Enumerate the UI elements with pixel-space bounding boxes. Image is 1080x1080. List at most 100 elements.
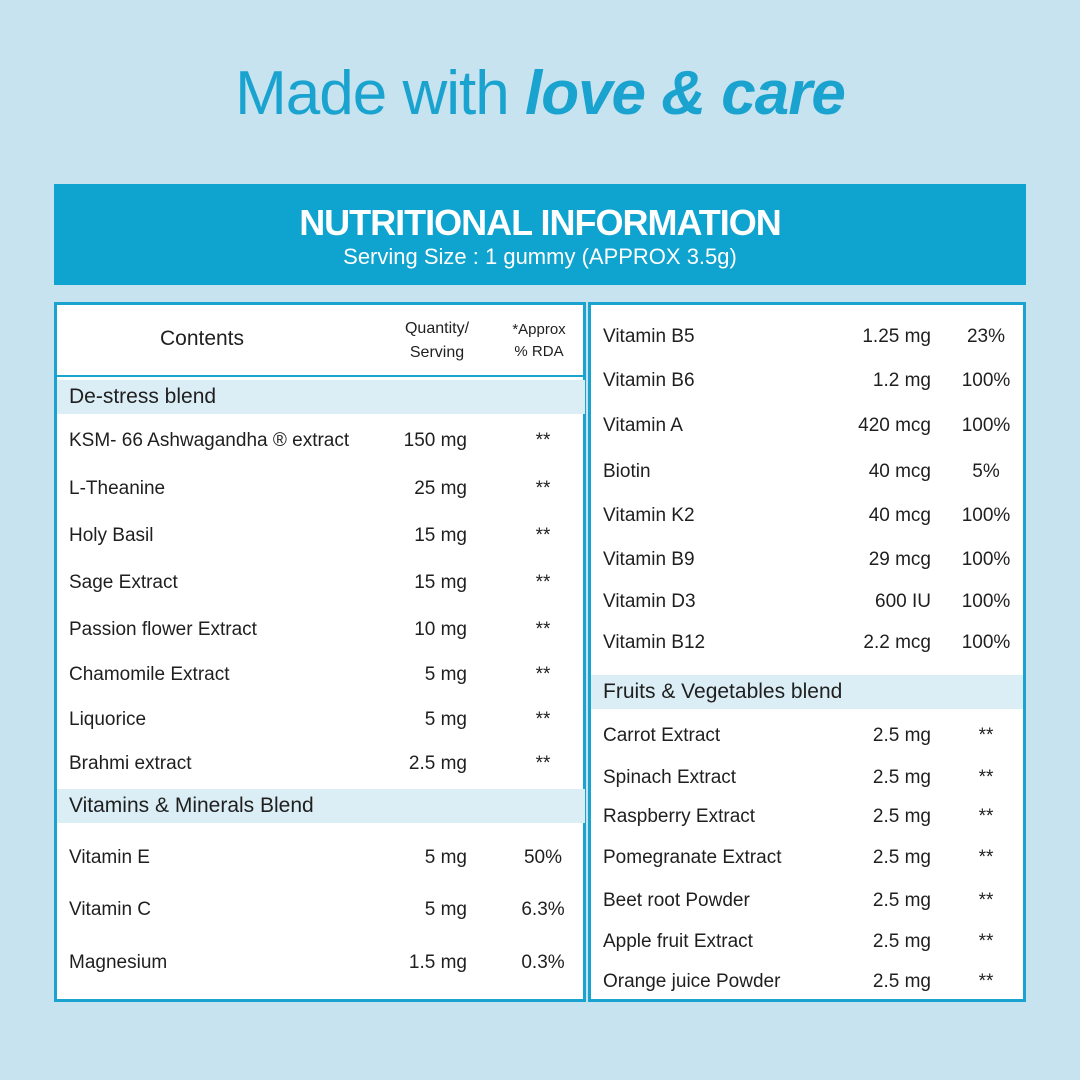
row-rda: ** xyxy=(978,767,994,788)
row-quantity: 2.5 mg xyxy=(408,753,467,774)
row-quantity: 2.5 mg xyxy=(872,847,931,868)
row-quantity: 1.5 mg xyxy=(408,952,467,973)
table-row: Biotin 40 mcg 5% xyxy=(591,454,1023,490)
row-quantity: 5 mg xyxy=(424,664,467,685)
table-row: Passion flower Extract 10 mg ** xyxy=(57,612,583,648)
row-quantity: 25 mg xyxy=(414,478,467,499)
row-name: Vitamin K2 xyxy=(603,505,695,526)
row-name: Vitamin B9 xyxy=(603,549,695,570)
rda-header: *Approx % RDA xyxy=(499,319,579,363)
row-rda: ** xyxy=(978,890,994,911)
row-rda: ** xyxy=(535,430,551,451)
table-row: Vitamin E 5 mg 50% xyxy=(57,840,583,876)
row-name: Beet root Powder xyxy=(603,890,750,911)
right-nutrition-panel: Vitamin B5 1.25 mg 23% Vitamin B6 1.2 mg 100… xyxy=(588,302,1026,1002)
table-row: Beet root Powder 2.5 mg ** xyxy=(591,883,1023,919)
row-name: Liquorice xyxy=(69,709,147,730)
row-quantity: 2.5 mg xyxy=(872,725,931,746)
row-name: Vitamin B5 xyxy=(603,326,695,347)
table-row: L-Theanine 25 mg ** xyxy=(57,471,583,507)
row-quantity: 40 mcg xyxy=(868,461,931,482)
table-row: Vitamin A 420 mcg 100% xyxy=(591,408,1023,444)
headline-emphasis: love & care xyxy=(524,59,846,128)
row-rda: ** xyxy=(535,664,551,685)
row-quantity: 29 mcg xyxy=(868,549,931,570)
row-name: Carrot Extract xyxy=(603,725,721,746)
row-rda: ** xyxy=(535,709,551,730)
row-quantity: 1.2 mg xyxy=(872,370,931,391)
section-vitamins-minerals: Vitamins & Minerals Blend xyxy=(57,789,585,823)
row-name: Biotin xyxy=(603,461,651,482)
table-row: Vitamin D3 600 IU 100% xyxy=(591,584,1023,620)
row-quantity: 15 mg xyxy=(414,572,467,593)
row-quantity: 2.5 mg xyxy=(872,971,931,992)
table-row: Sage Extract 15 mg ** xyxy=(57,565,583,601)
row-rda: 100% xyxy=(961,370,1011,391)
row-name: Orange juice Powder xyxy=(603,971,781,992)
quantity-header-line2: Serving xyxy=(409,344,465,361)
section-fruits-vegetables: Fruits & Vegetables blend xyxy=(591,675,1023,709)
table-row: Chamomile Extract 5 mg ** xyxy=(57,657,583,693)
row-rda: ** xyxy=(978,847,994,868)
nutrition-banner: NUTRITIONAL INFORMATION Serving Size : 1… xyxy=(54,184,1026,285)
row-quantity: 2.5 mg xyxy=(872,890,931,911)
row-rda: 50% xyxy=(523,847,563,868)
header-divider xyxy=(57,375,585,377)
row-name: Spinach Extract xyxy=(603,767,737,788)
row-name: Vitamin C xyxy=(69,899,152,920)
headline: Made with love & care xyxy=(0,58,1080,129)
row-name: Raspberry Extract xyxy=(603,806,756,827)
table-row: Spinach Extract 2.5 mg ** xyxy=(591,760,1023,796)
row-quantity: 15 mg xyxy=(414,525,467,546)
table-row: Vitamin B12 2.2 mcg 100% xyxy=(591,625,1023,661)
headline-light: Made with xyxy=(235,59,525,128)
row-quantity: 2.5 mg xyxy=(872,767,931,788)
row-rda: ** xyxy=(535,478,551,499)
row-name: Sage Extract xyxy=(69,572,178,593)
table-row: Apple fruit Extract 2.5 mg ** xyxy=(591,924,1023,960)
row-rda: ** xyxy=(978,806,994,827)
row-name: L-Theanine xyxy=(69,478,166,499)
row-quantity: 2.5 mg xyxy=(872,931,931,952)
table-row: Vitamin C 5 mg 6.3% xyxy=(57,892,583,928)
row-rda: ** xyxy=(535,753,551,774)
row-rda: 23% xyxy=(966,326,1006,347)
rda-header-line2: % RDA xyxy=(514,343,564,360)
table-row: Magnesium 1.5 mg 0.3% xyxy=(57,945,583,981)
section-title: Fruits & Vegetables blend xyxy=(603,680,843,703)
row-quantity: 600 IU xyxy=(875,591,931,612)
row-rda: ** xyxy=(978,931,994,952)
row-name: Holy Basil xyxy=(69,525,154,546)
quantity-header: Quantity/ Serving xyxy=(392,317,482,365)
row-quantity: 5 mg xyxy=(424,709,467,730)
row-quantity: 5 mg xyxy=(424,847,467,868)
table-row: Liquorice 5 mg ** xyxy=(57,702,583,738)
table-row: Vitamin B5 1.25 mg 23% xyxy=(591,319,1023,355)
left-nutrition-panel: Contents Quantity/ Serving *Approx % RDA… xyxy=(54,302,586,1002)
row-rda: 100% xyxy=(961,549,1011,570)
table-row: Holy Basil 15 mg ** xyxy=(57,518,583,554)
rda-header-line1: *Approx xyxy=(512,321,566,338)
row-quantity: 150 mg xyxy=(403,430,467,451)
table-row: Vitamin K2 40 mcg 100% xyxy=(591,498,1023,534)
row-name: KSM- 66 Ashwagandha ® extract xyxy=(69,430,350,451)
section-title: Vitamins & Minerals Blend xyxy=(69,794,314,817)
section-title: De-stress blend xyxy=(69,385,217,408)
row-name: Vitamin E xyxy=(69,847,150,868)
row-name: Chamomile Extract xyxy=(69,664,230,685)
row-name: Vitamin D3 xyxy=(603,591,696,612)
row-name: Passion flower Extract xyxy=(69,619,257,640)
row-rda: 100% xyxy=(961,415,1011,436)
table-row: Raspberry Extract 2.5 mg ** xyxy=(591,799,1023,835)
row-rda: ** xyxy=(978,971,994,992)
row-quantity: 10 mg xyxy=(414,619,467,640)
row-name: Vitamin A xyxy=(603,415,683,436)
row-name: Vitamin B12 xyxy=(603,632,706,653)
table-row: Brahmi extract 2.5 mg ** xyxy=(57,746,583,782)
row-rda: 100% xyxy=(961,591,1011,612)
row-quantity: 2.2 mcg xyxy=(863,632,931,653)
row-name: Magnesium xyxy=(69,952,168,973)
row-rda: ** xyxy=(535,619,551,640)
row-quantity: 1.25 mg xyxy=(862,326,931,347)
row-name: Brahmi extract xyxy=(69,753,192,774)
